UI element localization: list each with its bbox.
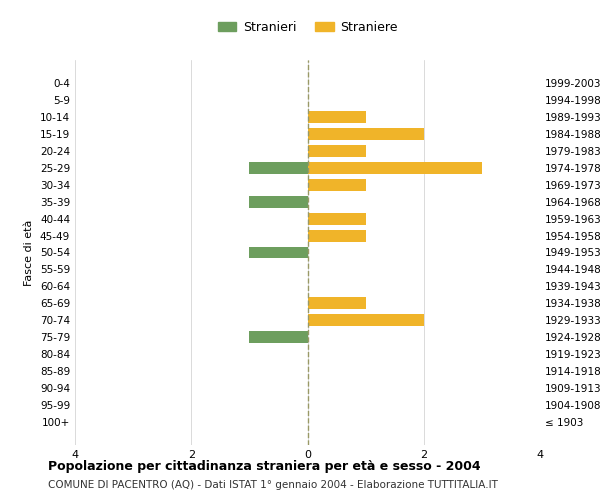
Bar	[250, 162, 308, 174]
Bar	[308, 230, 365, 241]
Text: Popolazione per cittadinanza straniera per età e sesso - 2004: Popolazione per cittadinanza straniera p…	[48, 460, 481, 473]
Text: COMUNE DI PACENTRO (AQ) - Dati ISTAT 1° gennaio 2004 - Elaborazione TUTTITALIA.I: COMUNE DI PACENTRO (AQ) - Dati ISTAT 1° …	[48, 480, 498, 490]
Bar	[308, 112, 365, 123]
Bar	[308, 213, 365, 224]
Bar	[308, 162, 482, 174]
Legend: Stranieri, Straniere: Stranieri, Straniere	[212, 16, 403, 39]
Bar	[250, 246, 308, 258]
Bar	[308, 128, 424, 140]
Bar	[308, 314, 424, 326]
Bar	[308, 179, 365, 191]
Bar	[308, 145, 365, 157]
Bar	[250, 196, 308, 207]
Bar	[308, 298, 365, 309]
Bar	[250, 331, 308, 343]
Y-axis label: Fasce di età: Fasce di età	[25, 220, 34, 286]
